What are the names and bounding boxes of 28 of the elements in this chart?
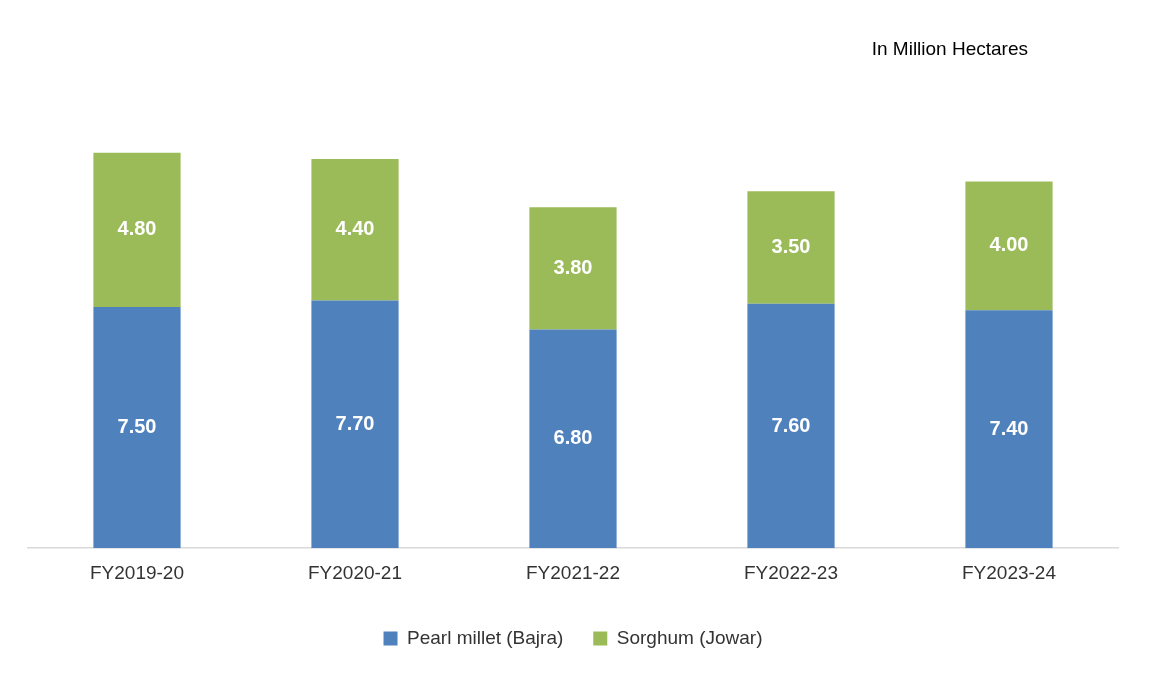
bar	[93, 152, 181, 308]
x-tick-label: FY2022-23	[743, 561, 839, 583]
data-label: 7.40	[989, 416, 1029, 439]
data-label: 3.50	[771, 235, 811, 258]
data-label: 7.50	[117, 415, 157, 438]
bar	[965, 310, 1053, 549]
bar	[311, 159, 399, 301]
x-tick-label: FY2023-24	[961, 561, 1057, 583]
x-tick-label: FY2019-20	[89, 561, 185, 583]
legend-label: Sorghum (Jowar)	[616, 626, 763, 648]
data-label: 7.60	[771, 413, 811, 436]
data-label: 3.80	[553, 255, 593, 278]
data-label: 4.40	[335, 217, 375, 240]
data-label: 6.80	[553, 426, 593, 449]
data-label: 4.00	[989, 233, 1029, 256]
legend-label: Pearl millet (Bajra)	[407, 626, 564, 648]
data-label: 7.70	[335, 411, 375, 434]
bar	[965, 181, 1053, 311]
x-tick-label: FY2020-21	[307, 561, 403, 583]
bar	[529, 329, 617, 549]
bar	[311, 300, 399, 549]
x-tick-label: FY2021-22	[525, 561, 621, 583]
bar	[747, 191, 835, 304]
text: In Million Hectares	[871, 38, 1028, 60]
bar	[529, 207, 617, 330]
data-label: 4.80	[117, 217, 157, 240]
bar	[93, 307, 181, 549]
bar	[747, 303, 835, 549]
